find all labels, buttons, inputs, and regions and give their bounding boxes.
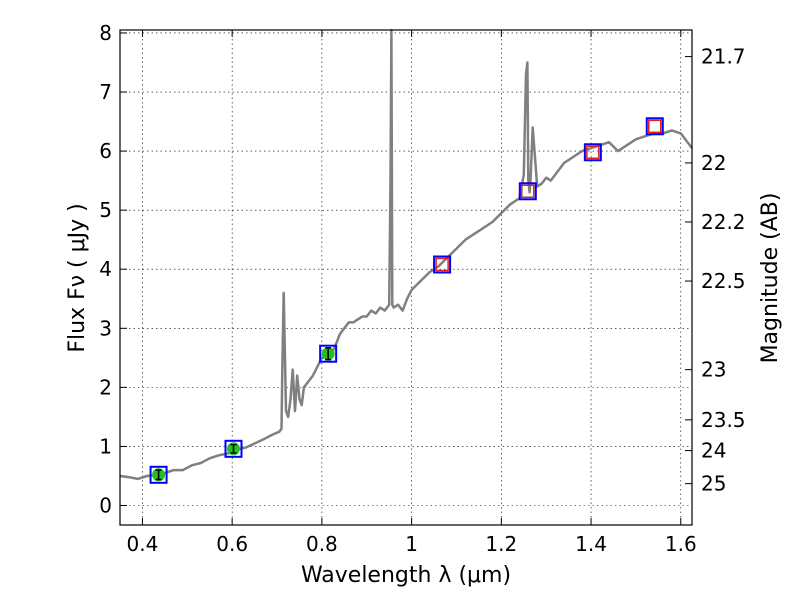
y-tick-label: 4 (99, 257, 112, 281)
x-tick-label: 1.6 (665, 532, 697, 556)
model-box (433, 255, 452, 274)
y-tick-label: 8 (99, 21, 112, 45)
y-tick-label: 7 (99, 80, 112, 104)
plot-frame (119, 29, 693, 526)
measured-point (224, 439, 243, 458)
x-axis-label: Wavelength λ (μm) (301, 563, 511, 588)
model-box (224, 439, 243, 458)
upper-limit-marker (648, 119, 662, 134)
grid-lines (120, 30, 692, 525)
x-tick-label: 1.2 (485, 532, 517, 556)
upper-limit-point (433, 255, 452, 274)
right-tick-label: 23 (701, 358, 726, 382)
y-tick-label: 6 (99, 139, 112, 163)
right-tick-label: 23.5 (701, 408, 746, 432)
measured-point (149, 465, 168, 484)
photometry-points (149, 117, 664, 484)
upper-limit-marker (586, 145, 600, 160)
upper-limit-marker (435, 257, 449, 272)
right-tick-label: 24 (701, 439, 726, 463)
y-tick-label: 3 (99, 316, 112, 340)
right-tick-label: 22.2 (701, 210, 746, 234)
x-tick-label: 0.4 (127, 532, 159, 556)
y-tick-label: 1 (99, 434, 112, 458)
right-tick-label: 25 (701, 472, 726, 496)
spectrum-line (119, 28, 693, 481)
x-tick-label: 0.6 (216, 532, 248, 556)
right-tick-label: 22 (701, 151, 726, 175)
right-tick-label: 21.7 (701, 45, 746, 69)
model-box (149, 465, 168, 484)
y-axis-label: Flux Fν ( μJy ) (65, 203, 90, 352)
y-axis: 0 1 2 3 4 5 6 7 8 (99, 21, 127, 518)
right-axis-label: Magnitude (AB) (758, 193, 783, 364)
model-box (645, 117, 664, 136)
y-tick-label: 2 (99, 375, 112, 399)
y-tick-label: 5 (99, 198, 112, 222)
measured-point (319, 344, 338, 363)
x-tick-label: 1 (405, 532, 418, 556)
upper-limit-point (583, 143, 602, 162)
plot-background (120, 30, 692, 525)
model-box (583, 143, 602, 162)
upper-limit-marker (521, 184, 535, 199)
x-tick-label: 1.4 (575, 532, 607, 556)
model-box (319, 344, 338, 363)
upper-limit-point (518, 182, 537, 201)
model-box (518, 182, 537, 201)
right-tick-label: 22.5 (701, 269, 746, 293)
y-tick-label: 0 (99, 494, 112, 518)
x-axis: 0.4 0.6 0.8 1 1.2 1.4 1.6 (127, 30, 697, 556)
upper-limit-point (645, 117, 664, 136)
right-axis: 21.7 22 22.2 22.5 23 23.5 24 25 (685, 45, 746, 496)
x-tick-label: 0.8 (306, 532, 338, 556)
